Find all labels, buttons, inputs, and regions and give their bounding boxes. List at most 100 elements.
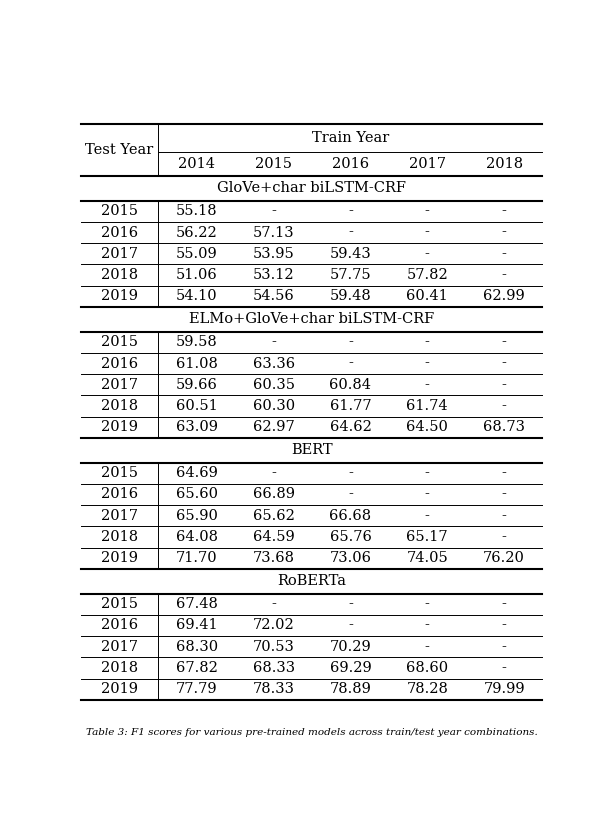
Text: 79.99: 79.99 (483, 682, 525, 696)
Text: 2015: 2015 (101, 466, 138, 480)
Text: 61.74: 61.74 (407, 399, 448, 413)
Text: 57.13: 57.13 (253, 225, 294, 240)
Text: -: - (425, 488, 430, 501)
Text: 62.97: 62.97 (253, 421, 294, 434)
Text: 72.02: 72.02 (253, 618, 294, 633)
Text: 70.29: 70.29 (330, 639, 371, 654)
Text: 65.76: 65.76 (330, 530, 371, 544)
Text: 2016: 2016 (101, 618, 138, 633)
Text: 2017: 2017 (101, 247, 138, 261)
Text: -: - (502, 268, 506, 282)
Text: -: - (502, 247, 506, 261)
Text: 60.84: 60.84 (330, 378, 371, 392)
Text: 65.90: 65.90 (176, 509, 218, 523)
Text: 2017: 2017 (409, 157, 446, 171)
Text: 2018: 2018 (101, 530, 138, 544)
Text: 2016: 2016 (101, 488, 138, 501)
Text: GloVe+char biLSTM-CRF: GloVe+char biLSTM-CRF (217, 181, 406, 195)
Text: 68.73: 68.73 (483, 421, 525, 434)
Text: 2017: 2017 (101, 378, 138, 392)
Text: -: - (502, 661, 506, 675)
Text: 2017: 2017 (101, 509, 138, 523)
Text: 77.79: 77.79 (176, 682, 218, 696)
Text: 64.62: 64.62 (330, 421, 371, 434)
Text: 70.53: 70.53 (253, 639, 295, 654)
Text: 59.58: 59.58 (176, 335, 218, 349)
Text: -: - (425, 247, 430, 261)
Text: 74.05: 74.05 (406, 551, 448, 566)
Text: -: - (502, 466, 506, 480)
Text: -: - (425, 378, 430, 392)
Text: -: - (502, 639, 506, 654)
Text: 56.22: 56.22 (176, 225, 218, 240)
Text: 2019: 2019 (101, 551, 138, 566)
Text: 60.41: 60.41 (406, 289, 448, 303)
Text: -: - (425, 639, 430, 654)
Text: 55.09: 55.09 (176, 247, 218, 261)
Text: 2015: 2015 (255, 157, 292, 171)
Text: -: - (348, 225, 353, 240)
Text: -: - (271, 597, 276, 611)
Text: -: - (348, 204, 353, 218)
Text: 73.06: 73.06 (330, 551, 371, 566)
Text: -: - (502, 225, 506, 240)
Text: 2014: 2014 (178, 157, 215, 171)
Text: 2015: 2015 (101, 597, 138, 611)
Text: -: - (502, 509, 506, 523)
Text: -: - (271, 466, 276, 480)
Text: 60.35: 60.35 (253, 378, 295, 392)
Text: -: - (502, 356, 506, 370)
Text: 67.82: 67.82 (176, 661, 218, 675)
Text: 2019: 2019 (101, 289, 138, 303)
Text: -: - (348, 597, 353, 611)
Text: 53.95: 53.95 (253, 247, 294, 261)
Text: 78.28: 78.28 (406, 682, 448, 696)
Text: RoBERTa: RoBERTa (277, 574, 346, 588)
Text: 61.08: 61.08 (176, 356, 218, 370)
Text: 59.48: 59.48 (330, 289, 371, 303)
Text: BERT: BERT (291, 443, 333, 458)
Text: 68.30: 68.30 (176, 639, 218, 654)
Text: -: - (425, 466, 430, 480)
Text: 59.43: 59.43 (330, 247, 371, 261)
Text: 2016: 2016 (101, 356, 138, 370)
Text: -: - (348, 466, 353, 480)
Text: 54.10: 54.10 (176, 289, 218, 303)
Text: 62.99: 62.99 (483, 289, 525, 303)
Text: -: - (425, 618, 430, 633)
Text: 68.33: 68.33 (252, 661, 295, 675)
Text: 53.12: 53.12 (253, 268, 294, 282)
Text: 64.69: 64.69 (176, 466, 218, 480)
Text: -: - (425, 356, 430, 370)
Text: -: - (348, 356, 353, 370)
Text: -: - (271, 335, 276, 349)
Text: -: - (502, 618, 506, 633)
Text: 59.66: 59.66 (176, 378, 218, 392)
Text: 64.08: 64.08 (176, 530, 218, 544)
Text: 2017: 2017 (101, 639, 138, 654)
Text: -: - (502, 488, 506, 501)
Text: 73.68: 73.68 (253, 551, 295, 566)
Text: 2016: 2016 (332, 157, 369, 171)
Text: 78.33: 78.33 (253, 682, 295, 696)
Text: 68.60: 68.60 (406, 661, 448, 675)
Text: -: - (425, 509, 430, 523)
Text: -: - (502, 204, 506, 218)
Text: ELMo+GloVe+char biLSTM-CRF: ELMo+GloVe+char biLSTM-CRF (189, 313, 434, 326)
Text: 57.82: 57.82 (406, 268, 448, 282)
Text: Table 3: F1 scores for various pre-trained models across train/test year combina: Table 3: F1 scores for various pre-train… (86, 727, 537, 737)
Text: 55.18: 55.18 (176, 204, 218, 218)
Text: -: - (502, 597, 506, 611)
Text: -: - (425, 335, 430, 349)
Text: 2019: 2019 (101, 421, 138, 434)
Text: 2018: 2018 (486, 157, 523, 171)
Text: -: - (425, 204, 430, 218)
Text: 2018: 2018 (101, 399, 138, 413)
Text: 54.56: 54.56 (253, 289, 294, 303)
Text: -: - (348, 488, 353, 501)
Text: Test Year: Test Year (86, 143, 154, 158)
Text: 66.68: 66.68 (330, 509, 371, 523)
Text: 60.30: 60.30 (252, 399, 295, 413)
Text: -: - (425, 597, 430, 611)
Text: 69.29: 69.29 (330, 661, 371, 675)
